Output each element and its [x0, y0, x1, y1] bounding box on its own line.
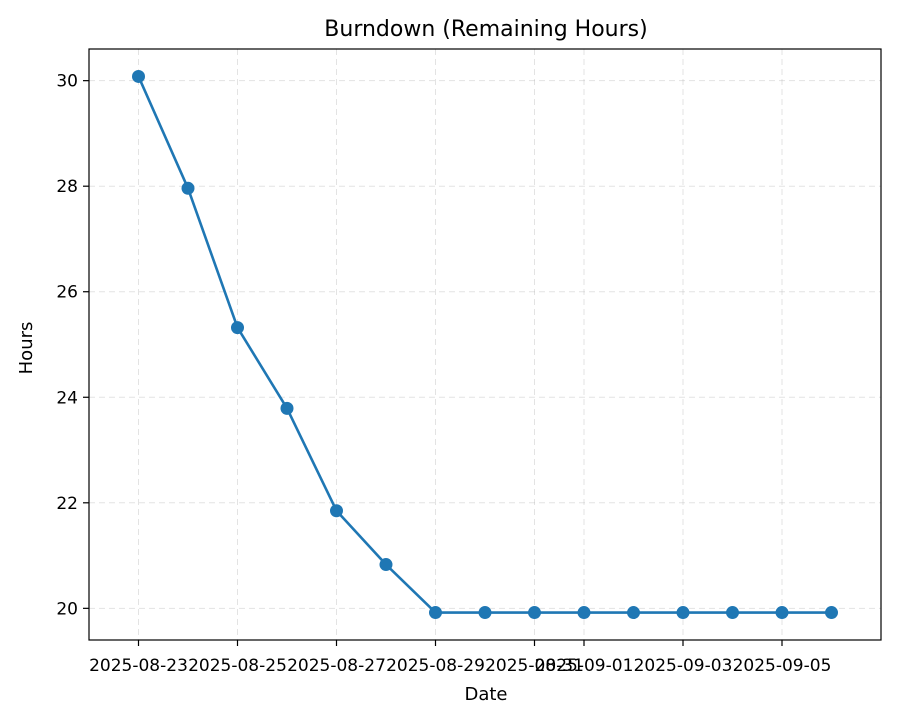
plot-frame — [88, 48, 882, 641]
y-tick-label: 22 — [56, 494, 78, 514]
y-tick-label: 30 — [56, 72, 78, 92]
grid — [89, 49, 881, 640]
x-axis: 2025-08-23 2025-08-25 2025-08-27 2025-08-29… — [89, 640, 831, 676]
y-axis-label: Hours — [16, 322, 37, 375]
x-tick-label: 2025-09-05 — [733, 656, 832, 676]
x-tick-label: 2025-08-25 — [188, 656, 287, 676]
data-point — [528, 606, 541, 620]
data-point — [181, 181, 195, 195]
data-point — [676, 606, 690, 620]
data-point — [478, 606, 492, 620]
series-layer — [132, 69, 838, 620]
x-tick-label: 2025-08-27 — [287, 656, 386, 676]
data-point — [231, 321, 244, 335]
data-point — [577, 606, 591, 620]
x-tick-label: 2025-09-01 — [535, 656, 634, 676]
data-point — [379, 558, 393, 572]
data-point — [429, 606, 442, 620]
data-point — [330, 504, 343, 518]
data-point — [775, 606, 789, 620]
x-tick-label: 2025-08-29 — [386, 656, 485, 676]
data-point — [280, 401, 294, 415]
x-tick-label: 2025-08-23 — [89, 656, 188, 676]
series-line — [137, 75, 832, 614]
data-point — [825, 606, 838, 620]
y-tick-label: 28 — [56, 177, 78, 197]
x-tick-label: 2025-08-31 — [485, 656, 584, 676]
x-tick-label: 2025-09-03 — [634, 656, 733, 676]
data-point — [132, 69, 145, 83]
x-axis-label: Date — [464, 684, 507, 705]
data-point — [627, 606, 640, 620]
y-tick-label: 26 — [56, 283, 78, 303]
chart-title: Burndown (Remaining Hours) — [324, 17, 647, 42]
y-tick-label: 24 — [56, 388, 78, 408]
y-axis: 20 22 24 26 28 30 — [56, 72, 89, 619]
data-point — [726, 606, 739, 620]
y-tick-label: 20 — [56, 599, 78, 619]
